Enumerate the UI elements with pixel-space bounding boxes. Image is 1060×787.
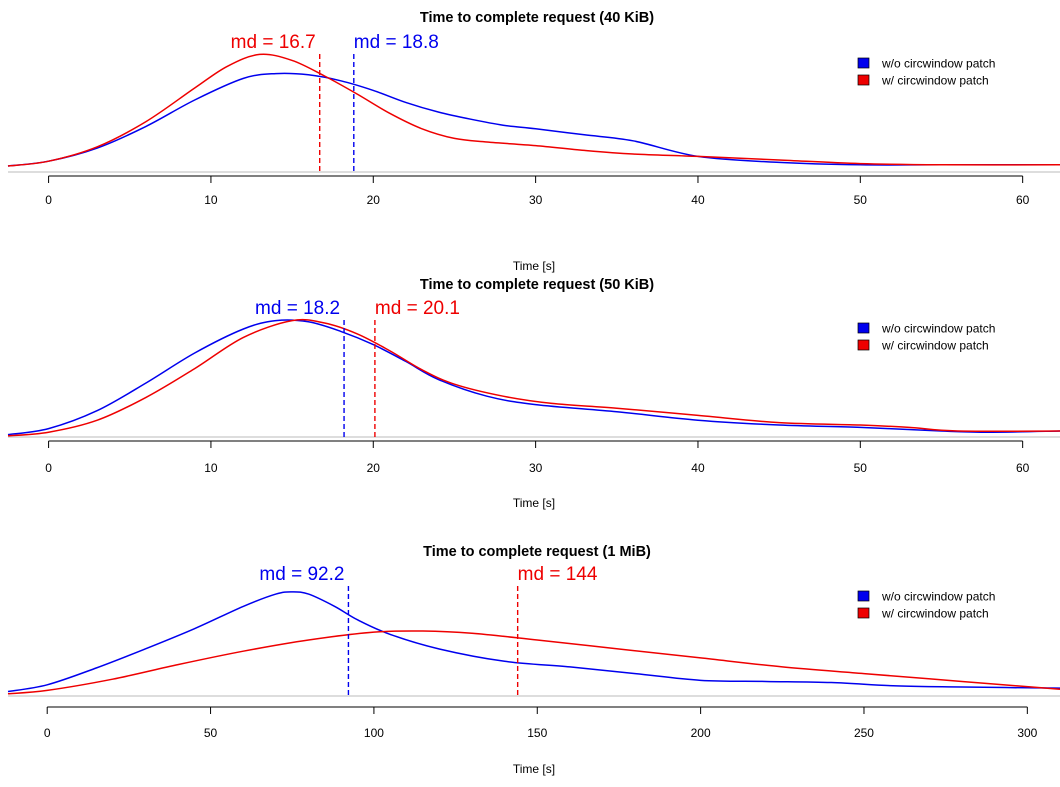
chart-panel-1: Time to complete request (40 KiB) md = 16… xyxy=(7,10,1060,273)
median-label-1: md = 18.2 xyxy=(255,298,340,319)
x-tick-label: 200 xyxy=(691,726,711,740)
x-tick-label: 300 xyxy=(1017,726,1037,740)
x-tick-label: 0 xyxy=(44,726,51,740)
x-tick-label: 10 xyxy=(204,193,218,207)
legend-label-1: w/o circwindow patch xyxy=(881,57,995,71)
x-tick-label: 60 xyxy=(1016,461,1030,475)
x-tick-label: 20 xyxy=(367,193,381,207)
chart-title: Time to complete request (1 MiB) xyxy=(423,544,651,560)
series-line-without-patch xyxy=(7,72,1060,167)
x-tick-label: 30 xyxy=(529,193,543,207)
x-tick-label: 40 xyxy=(691,461,705,475)
series-line-without-patch xyxy=(7,591,1060,693)
legend-swatch-1 xyxy=(857,57,870,69)
chart-title: Time to complete request (40 KiB) xyxy=(420,10,654,26)
chart-title: Time to complete request (50 KiB) xyxy=(420,277,654,293)
x-tick-label: 10 xyxy=(204,461,218,475)
x-axis-label: Time [s] xyxy=(513,259,555,273)
chart-panel-3: Time to complete request (1 MiB) md = 92.… xyxy=(7,544,1060,776)
x-tick-label: 0 xyxy=(45,461,52,475)
x-tick-label: 20 xyxy=(367,461,381,475)
x-axis-label: Time [s] xyxy=(513,496,555,510)
legend-swatch-2 xyxy=(857,339,870,351)
x-tick-label: 150 xyxy=(527,726,547,740)
median-label-2: md = 20.1 xyxy=(375,298,460,319)
median-label-1: md = 92.2 xyxy=(259,564,344,585)
legend-label-2: w/ circwindow patch xyxy=(881,74,989,88)
legend-label-1: w/o circwindow patch xyxy=(881,590,995,604)
series-line-with-patch xyxy=(7,53,1060,167)
x-tick-label: 50 xyxy=(204,726,218,740)
legend-swatch-2 xyxy=(857,607,870,619)
series-line-with-patch xyxy=(7,630,1060,695)
x-tick-label: 50 xyxy=(854,461,868,475)
x-tick-label: 30 xyxy=(529,461,543,475)
legend-label-2: w/ circwindow patch xyxy=(881,607,989,621)
x-tick-label: 50 xyxy=(854,193,868,207)
x-axis-label: Time [s] xyxy=(513,762,555,776)
median-label-2: md = 144 xyxy=(518,564,598,585)
x-tick-label: 60 xyxy=(1016,193,1030,207)
x-tick-label: 40 xyxy=(691,193,705,207)
legend-swatch-2 xyxy=(857,74,870,86)
x-tick-label: 250 xyxy=(854,726,874,740)
x-tick-label: 100 xyxy=(364,726,384,740)
chart-panel-2: Time to complete request (50 KiB) md = 18… xyxy=(7,277,1060,510)
legend-label-2: w/ circwindow patch xyxy=(881,339,989,353)
legend-label-1: w/o circwindow patch xyxy=(881,322,995,336)
median-label-2: md = 18.8 xyxy=(354,32,439,53)
legend-swatch-1 xyxy=(857,322,870,334)
median-label-1: md = 16.7 xyxy=(231,32,316,53)
legend-swatch-1 xyxy=(857,590,870,602)
x-tick-label: 0 xyxy=(45,193,52,207)
series-line-without-patch xyxy=(7,319,1060,436)
series-line-with-patch xyxy=(7,318,1060,437)
